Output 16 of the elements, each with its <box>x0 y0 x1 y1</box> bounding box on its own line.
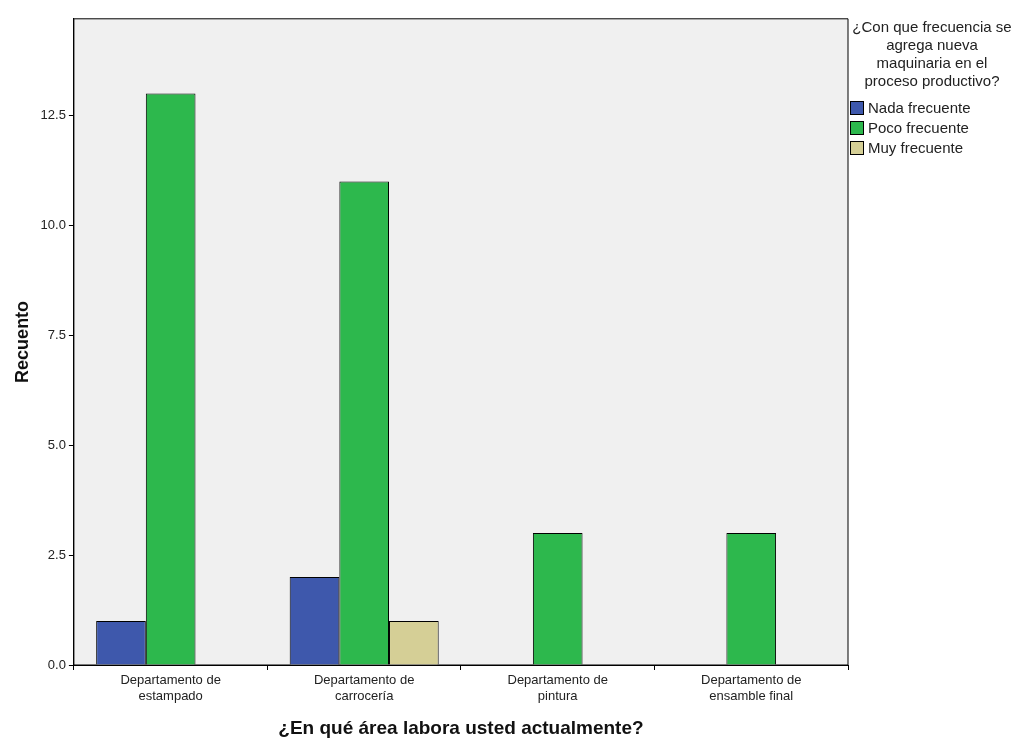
x-axis-title: ¿En qué área labora usted actualmente? <box>278 716 644 738</box>
y-tick-label: 5.0 <box>47 436 66 452</box>
legend-title: ¿Con que frecuencia se agrega nueva maquinaria en el proceso productivo? <box>851 18 1013 90</box>
y-tick-label: 7.5 <box>47 326 66 342</box>
x-tick-label: Departamento de carrocería <box>313 672 415 703</box>
y-tick-label: 12.5 <box>40 107 66 123</box>
y-axis-title: Recuento <box>11 300 32 383</box>
y-tick-label: 10.0 <box>40 216 66 232</box>
x-tick-label: Departamento de estampado <box>120 672 221 703</box>
legend-label: Nada frecuente <box>868 98 971 118</box>
x-tick-label: Departamento de ensamble final <box>701 672 802 703</box>
y-tick-label: 0.0 <box>47 656 66 672</box>
x-tick-label: Departamento de pintura <box>507 672 608 703</box>
legend-label: Muy frecuente <box>868 138 964 158</box>
y-tick-label: 2.5 <box>47 546 66 562</box>
legend-label: Poco frecuente <box>868 118 969 138</box>
